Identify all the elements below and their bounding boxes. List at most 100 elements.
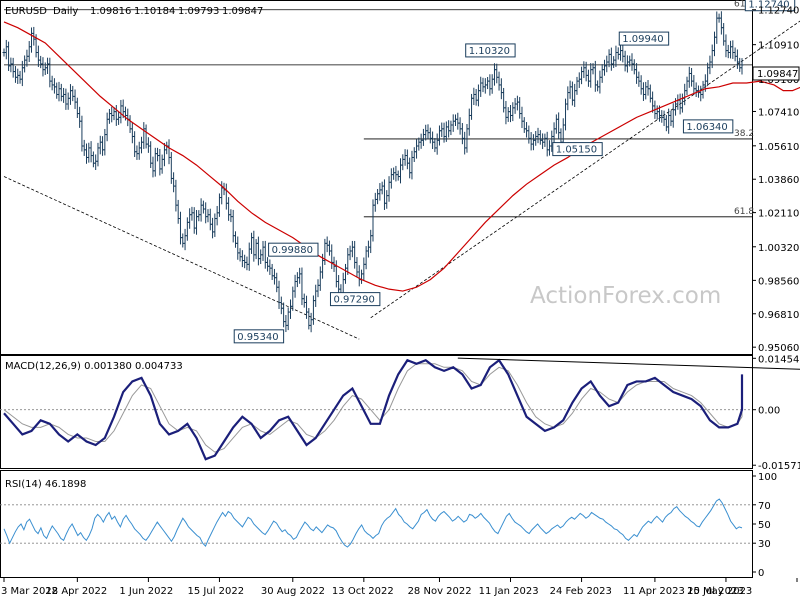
ohlc-bar: [231, 209, 235, 243]
ohlc-bar: [630, 53, 634, 71]
ohlc-bar: [229, 209, 233, 223]
ohlc-bar: [699, 85, 703, 102]
ohlc-bar: [245, 256, 249, 271]
axis-layer: 1.12740 1.10910 1.09100 1.07410 1.05610 1.038…: [1, 6, 800, 597]
rsi-axis-label: 0: [758, 568, 764, 579]
price-axis-label: 1.07410: [758, 107, 799, 118]
ohlc-bar: [43, 62, 47, 75]
ohlc-bar: [291, 286, 295, 311]
x-axis-label: 1 Jun 2022: [119, 586, 173, 597]
ohlc-bar: [227, 197, 231, 221]
ohlc-bar: [30, 27, 34, 53]
macd-axis-label: 0.00: [758, 406, 780, 417]
ohlc-bar: [96, 142, 100, 167]
ohlc-bar: [602, 59, 606, 76]
rsi-line: [3, 498, 743, 548]
ohlc-bar: [399, 158, 403, 184]
price-annotation-box: [618, 31, 670, 46]
ohlc-bar: [671, 103, 675, 128]
price-annotation-box: [744, 0, 796, 12]
ohlc-bar: [412, 147, 416, 162]
ohlc-bar: [396, 170, 400, 181]
price-annotation-box: [465, 43, 516, 58]
readout-close: 1.09847: [222, 6, 263, 17]
ohlc-bar: [362, 257, 366, 281]
ohlc-bar: [144, 124, 148, 149]
price-panel-frame: [0, 0, 753, 355]
ohlc-bar: [172, 172, 176, 193]
ohlc-bar: [589, 63, 593, 88]
ohlc-bar: [236, 236, 240, 260]
ohlc-bar: [217, 193, 221, 217]
ohlc-bar: [156, 147, 160, 162]
macd-axis-label: -0.015712: [758, 461, 800, 472]
price-axis-label: 1.12740: [758, 6, 799, 17]
ohlc-bar: [224, 183, 228, 210]
price-annotation: 0.95340: [233, 329, 285, 344]
ohlc-bar: [403, 149, 407, 166]
rsi-panel-frame: [0, 470, 753, 578]
macd-trend-line: [457, 357, 800, 370]
ohlc-bar: [582, 61, 586, 79]
ohlc-bar: [174, 179, 178, 212]
ohlc-bar: [94, 154, 98, 171]
ohlc-bar: [208, 208, 212, 231]
ohlc-bar: [541, 133, 545, 150]
ohlc-bar: [130, 122, 134, 144]
ohlc-bar: [545, 131, 549, 157]
ohlc-bar: [238, 248, 242, 262]
price-annotation: 0.97290: [329, 292, 381, 307]
ohlc-bar: [71, 85, 75, 102]
ohlc-bar: [247, 242, 251, 271]
readout-high: 1.10184: [134, 6, 175, 17]
ohlc-bar: [474, 89, 478, 106]
rsi-title: RSI(14) 46.1898: [5, 479, 86, 490]
ohlc-bar: [506, 107, 510, 122]
ohlc-bar: [669, 110, 673, 127]
ohlc-bar: [213, 213, 217, 237]
ohlc-bar: [167, 139, 171, 165]
ohlc-bar: [284, 314, 288, 333]
ohlc-bar: [151, 156, 155, 178]
ohlc-bar: [552, 122, 556, 143]
ohlc-bar: [596, 80, 600, 92]
ohlc-bar: [13, 66, 17, 83]
ohlc-bar: [233, 231, 237, 248]
ohlc-bar: [55, 82, 59, 99]
ohlc-bar: [440, 122, 444, 138]
x-axis-label: 11 Apr 2023: [623, 586, 685, 597]
trend-line: [3, 176, 360, 340]
price-annotation-label: 1.12740: [748, 0, 789, 11]
ohlc-bar: [282, 302, 286, 328]
ohlc-bar: [259, 249, 263, 264]
ohlc-bar: [98, 135, 102, 155]
ohlc-bar: [105, 112, 109, 142]
ohlc-bar: [261, 240, 265, 261]
x-axis-label: 15 Jul 2022: [188, 586, 245, 597]
level-line-label: 61.8: [734, 0, 754, 10]
ohlc-bar: [91, 151, 95, 168]
price-axis-label: 1.02110: [758, 209, 799, 220]
ohlc-bar: [467, 108, 471, 136]
ohlc-bar: [520, 106, 524, 129]
ohlc-bar: [635, 63, 639, 84]
ohlc-bar: [678, 93, 682, 115]
ohlc-bar: [632, 59, 636, 75]
ohlc-bar: [451, 114, 455, 132]
ohlc-bar: [181, 233, 185, 248]
ohlc-bar: [211, 217, 215, 239]
price-annotation-label: 0.97290: [333, 295, 374, 306]
price-annotation-label: 1.05150: [556, 145, 597, 156]
price-annotation-box: [268, 242, 319, 257]
ohlc-bar: [133, 131, 137, 157]
ohlc-bar: [357, 265, 361, 287]
ohlc-bar: [82, 139, 86, 156]
ohlc-bar: [348, 245, 352, 261]
ohlc-bar: [215, 205, 219, 226]
macd-axis-label: 0.014549: [758, 354, 800, 365]
ohlc-bar: [488, 74, 492, 96]
ohlc-bar: [437, 125, 441, 146]
ohlc-bar: [417, 137, 421, 151]
price-annotation: 1.05150: [552, 142, 603, 157]
ohlc-bar: [364, 246, 368, 270]
